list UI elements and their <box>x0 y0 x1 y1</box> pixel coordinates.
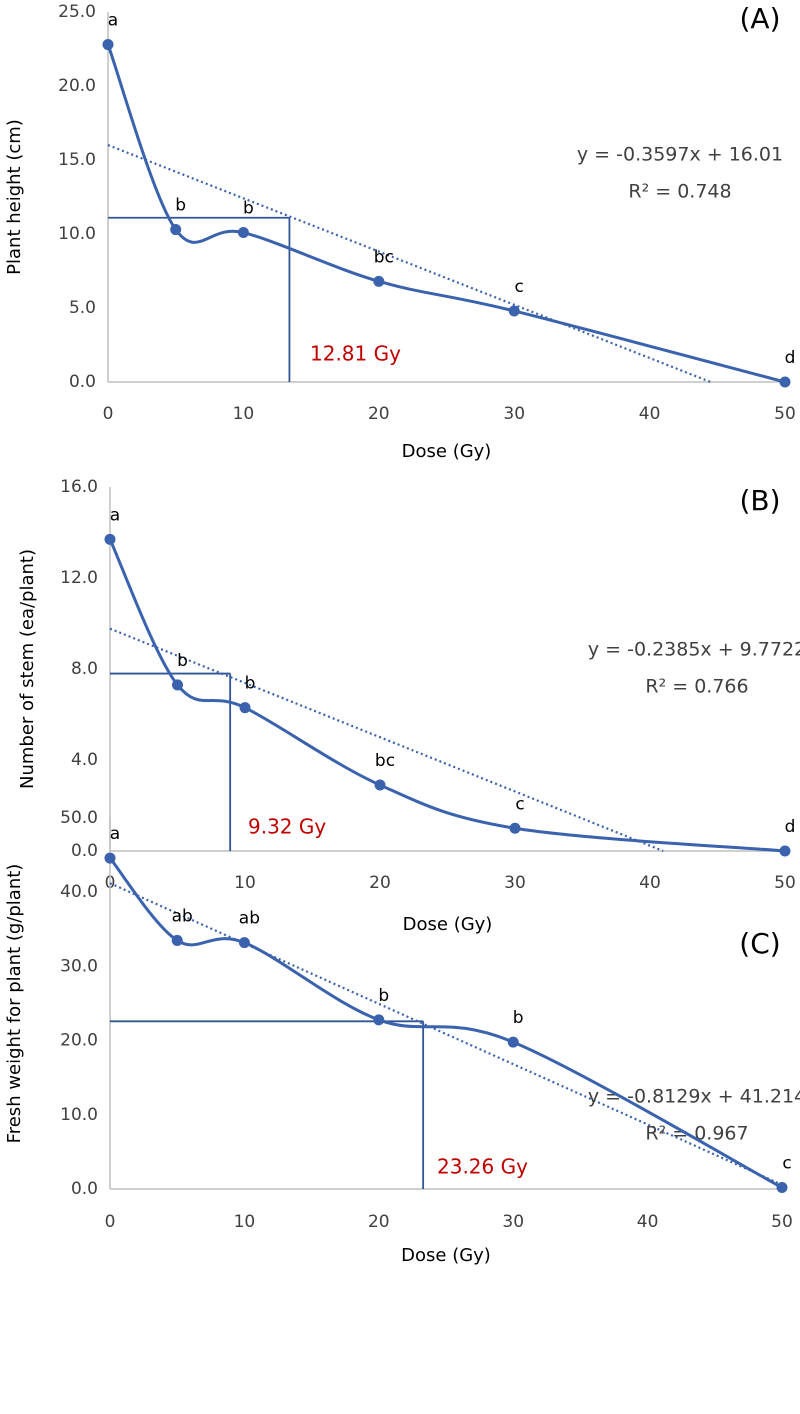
point-label: a <box>108 11 118 31</box>
x-axis-label: Dose (Gy) <box>401 1245 491 1266</box>
y-axis-label: Number of stem (ea/plant) <box>17 549 38 789</box>
point-label: b <box>175 196 186 216</box>
x-tick-label: 30 <box>504 873 526 893</box>
data-point <box>508 305 520 317</box>
reference-label: 9.32 Gy <box>248 815 326 839</box>
panel-title: (A) <box>739 2 780 35</box>
data-point <box>237 227 249 239</box>
point-label: c <box>515 277 524 297</box>
y-tick-label: 25.0 <box>58 2 96 22</box>
trend-equation: y = -0.8129x + 41.214 <box>588 1086 800 1108</box>
reference-label: 23.26 Gy <box>437 1155 528 1179</box>
x-tick-label: 10 <box>233 404 255 424</box>
y-axis-label: Fresh weight for plant (g/plant) <box>4 864 25 1144</box>
data-point <box>104 533 116 545</box>
y-tick-label: 0.0 <box>71 1179 98 1199</box>
x-tick-label: 10 <box>234 873 256 893</box>
point-label: b <box>243 199 254 219</box>
trend-equation: y = -0.2385x + 9.7722 <box>588 639 800 661</box>
point-label: b <box>513 1008 524 1028</box>
x-tick-label: 40 <box>637 1212 659 1232</box>
trend-r-squared: R² = 0.766 <box>645 676 748 698</box>
x-tick-label: 30 <box>502 1212 524 1232</box>
y-tick-label: 0.0 <box>71 841 98 861</box>
y-tick-label: 8.0 <box>71 659 98 679</box>
trend-r-squared: R² = 0.967 <box>645 1123 748 1145</box>
x-tick-label: 50 <box>774 873 796 893</box>
x-tick-label: 20 <box>368 1212 390 1232</box>
y-tick-label: 20.0 <box>58 76 96 96</box>
x-axis-label: Dose (Gy) <box>403 914 493 935</box>
x-tick-label: 50 <box>771 1212 793 1232</box>
trendline <box>109 627 664 853</box>
data-point <box>172 679 183 691</box>
data-point <box>104 852 116 864</box>
panel-title: (C) <box>739 927 780 960</box>
y-tick-label: 5.0 <box>69 298 96 318</box>
x-axis-label: Dose (Gy) <box>402 441 492 462</box>
y-tick-label: 10.0 <box>58 224 96 244</box>
x-tick-label: 50 <box>774 404 796 424</box>
x-tick-label: 0 <box>103 404 114 424</box>
trendline <box>107 144 712 384</box>
y-tick-label: 50.0 <box>60 808 98 828</box>
x-tick-label: 10 <box>234 1212 256 1232</box>
point-label: b <box>378 986 389 1006</box>
series-line <box>108 538 786 853</box>
y-tick-label: 20.0 <box>60 1031 98 1051</box>
point-label: ab <box>239 909 260 929</box>
x-tick-label: 40 <box>639 873 661 893</box>
y-tick-label: 15.0 <box>58 150 96 170</box>
reference-label: 12.81 Gy <box>310 342 401 366</box>
x-tick-label: 20 <box>368 404 390 424</box>
data-point <box>171 934 183 946</box>
y-tick-label: 10.0 <box>60 1105 98 1125</box>
data-point <box>373 275 385 287</box>
y-tick-label: 40.0 <box>60 882 98 902</box>
data-point <box>509 822 521 834</box>
series-line <box>106 44 786 384</box>
data-point <box>239 702 251 714</box>
point-label: bc <box>374 247 394 267</box>
point-label: a <box>110 505 120 525</box>
x-tick-label: 30 <box>503 404 525 424</box>
x-tick-label: 40 <box>639 404 661 424</box>
y-tick-label: 16.0 <box>60 477 98 497</box>
y-tick-label: 12.0 <box>60 568 98 588</box>
point-label: ab <box>172 906 193 926</box>
data-point <box>170 224 182 236</box>
data-point <box>507 1036 519 1048</box>
point-label: d <box>785 817 796 837</box>
y-axis-label: Plant height (cm) <box>4 119 25 275</box>
point-label: b <box>177 651 188 671</box>
y-tick-label: 30.0 <box>60 956 98 976</box>
data-point <box>102 39 114 51</box>
trend-r-squared: R² = 0.748 <box>628 181 731 203</box>
x-tick-label: 0 <box>105 1212 116 1232</box>
data-point <box>238 937 250 949</box>
data-point <box>779 845 791 857</box>
panel-title: (B) <box>739 484 780 517</box>
point-label: a <box>110 824 120 844</box>
y-tick-label: 0.0 <box>69 372 96 392</box>
data-point <box>374 779 386 791</box>
point-label: b <box>245 674 256 694</box>
point-label: bc <box>375 751 395 771</box>
data-point <box>779 376 791 388</box>
y-tick-label: 4.0 <box>71 750 98 770</box>
data-point <box>776 1182 788 1194</box>
point-label: d <box>785 348 796 368</box>
point-label: c <box>515 794 524 814</box>
point-label: c <box>782 1154 791 1174</box>
trend-equation: y = -0.3597x + 16.01 <box>577 144 783 166</box>
data-point <box>373 1014 385 1026</box>
x-tick-label: 20 <box>369 873 391 893</box>
